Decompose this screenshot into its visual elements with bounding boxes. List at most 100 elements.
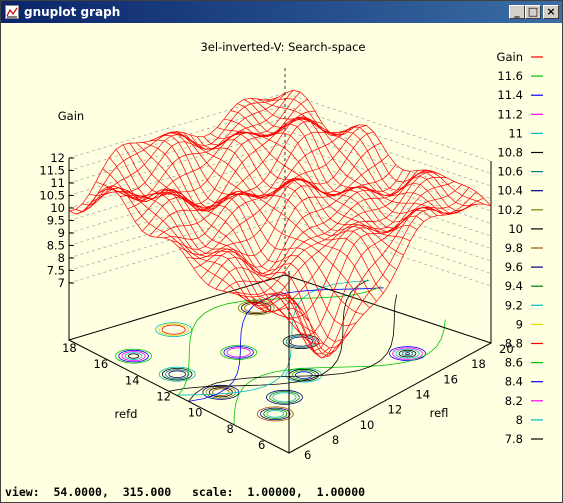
z-gridline xyxy=(68,217,492,287)
chart-title: 3el-inverted-V: Search-space xyxy=(200,40,365,54)
x-tick-label: 6 xyxy=(258,438,265,452)
y-axis-label: refl xyxy=(430,406,449,420)
y-tick-label: 16 xyxy=(443,372,458,386)
z-tick-label: 11 xyxy=(50,176,65,190)
surface-line-v xyxy=(203,131,424,233)
contour-line xyxy=(155,322,193,338)
surface-line-v xyxy=(176,131,397,270)
surface-line-v xyxy=(163,132,384,294)
contour-line xyxy=(291,370,316,381)
contour-path xyxy=(188,287,384,402)
contour-line xyxy=(240,301,272,315)
surface-line-v xyxy=(257,98,478,206)
axes-layer xyxy=(67,68,493,454)
minimize-button[interactable]: _ xyxy=(509,5,525,19)
legend-entry-label: 10.8 xyxy=(497,146,523,160)
contour-line xyxy=(266,389,303,405)
contour-line xyxy=(266,410,285,418)
contour-line xyxy=(269,391,300,404)
legend-entry-label: 9.2 xyxy=(505,298,523,312)
contour-line xyxy=(158,366,196,382)
contour-line xyxy=(294,371,313,379)
legend-entry-label: 9.4 xyxy=(505,279,523,293)
scale-label: scale: xyxy=(191,485,234,499)
contour-line xyxy=(260,407,291,421)
close-button[interactable]: × xyxy=(543,5,559,19)
legend-entry-label: 11 xyxy=(508,126,523,140)
surface-line-v xyxy=(136,142,357,326)
surface-line-v xyxy=(129,142,350,343)
surface-line-v xyxy=(102,168,323,345)
surface-line-v xyxy=(156,135,377,302)
contour-line xyxy=(208,387,233,398)
contour-path xyxy=(188,294,398,402)
contour-line xyxy=(165,369,190,380)
contour-line xyxy=(223,346,254,359)
contour-layer xyxy=(115,279,446,425)
contour-line xyxy=(168,370,187,379)
surface-mesh xyxy=(68,89,492,359)
contour-line xyxy=(226,347,251,358)
contour-line xyxy=(128,353,140,359)
legend-entry-label: 8 xyxy=(516,413,523,427)
status-bar: view: 54.0000, 315.000 scale: 1.00000, 1… xyxy=(1,483,562,502)
z-tick-label: 10.5 xyxy=(39,189,65,203)
surface-line-v xyxy=(183,132,404,256)
legend: Gain 11.6 11.4 11.2 11 10.8 10.6 10.4 10.2 10 9.8 9… xyxy=(497,50,543,446)
plot-area[interactable]: 3el-inverted-V: Search-space Gain refd r… xyxy=(3,23,562,483)
y-tick-label: 6 xyxy=(304,448,311,462)
x-tick-label: 10 xyxy=(188,406,203,420)
z-tick-label: 7 xyxy=(58,276,65,290)
contour-line xyxy=(212,388,230,397)
legend-entry-label: Gain xyxy=(497,50,523,64)
contour-line xyxy=(124,352,143,360)
gnuplot-app-icon[interactable] xyxy=(5,5,19,19)
legend-entry-label: 8.2 xyxy=(505,394,523,408)
contour-line xyxy=(401,350,414,357)
surface-line-v xyxy=(216,127,438,223)
surface-line-v xyxy=(243,99,465,214)
legend-entry-label: 11.6 xyxy=(497,69,523,83)
legend-entry-label: 9 xyxy=(516,317,523,331)
z-tick-label: 9 xyxy=(58,226,65,240)
contour-line xyxy=(389,346,426,362)
contour-line xyxy=(285,335,317,348)
x-tick-label: 18 xyxy=(62,341,77,355)
surface-line-v xyxy=(109,157,330,355)
surface-line-v xyxy=(75,185,296,305)
surface-line-v xyxy=(270,89,492,207)
window-title: gnuplot graph xyxy=(24,5,121,19)
surface-line-u xyxy=(105,99,308,202)
surface-line-v xyxy=(122,144,344,355)
maximize-button[interactable]: □ xyxy=(525,5,541,19)
z-tick-label: 7.5 xyxy=(47,264,65,278)
surface-line-v xyxy=(264,98,485,205)
contour-line xyxy=(115,348,153,364)
legend-entry-label: 10.4 xyxy=(497,184,523,198)
contour-line xyxy=(392,347,423,360)
contour-line xyxy=(405,352,410,356)
scale-values: 1.00000, 1.00000 xyxy=(247,485,366,499)
legend-entry-label: 10 xyxy=(508,222,523,236)
z-tick-label: 8.5 xyxy=(47,239,65,253)
x-tick-label: 14 xyxy=(125,373,140,387)
surface-line-v xyxy=(223,118,445,216)
x-tick-label: 12 xyxy=(156,390,171,404)
y-tick-label: 14 xyxy=(415,388,430,402)
contour-line xyxy=(288,368,320,382)
surface-plot[interactable]: 3el-inverted-V: Search-space Gain refd r… xyxy=(3,23,562,483)
z-tick-label: 8 xyxy=(58,251,65,265)
surface-line-v xyxy=(142,142,364,315)
surface-line-u xyxy=(244,176,448,313)
contour-line xyxy=(220,344,258,360)
legend-entry-label: 10.6 xyxy=(497,165,523,179)
surface-line-u xyxy=(76,96,279,215)
z-axis-label: Gain xyxy=(58,109,84,123)
z-gridline xyxy=(68,105,492,174)
contour-line xyxy=(118,349,149,363)
surface-line-v xyxy=(237,103,458,215)
y-tick-label: 8 xyxy=(332,433,339,447)
contour-line xyxy=(398,349,417,358)
title-bar[interactable]: gnuplot graph _ □ × xyxy=(1,1,562,23)
contour-line xyxy=(158,323,189,336)
